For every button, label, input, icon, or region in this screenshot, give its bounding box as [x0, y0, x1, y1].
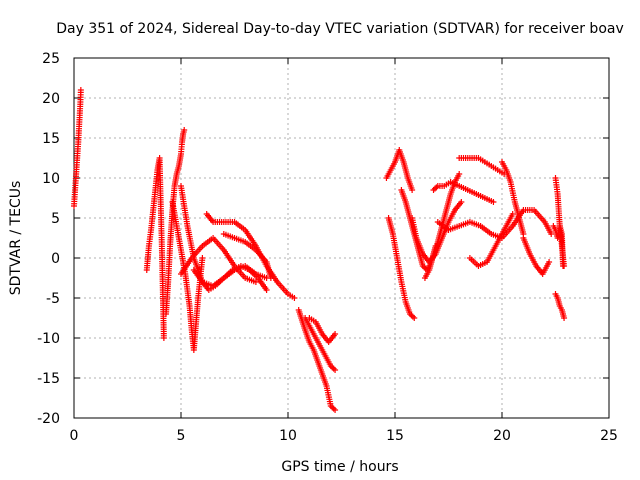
data-point	[409, 187, 416, 193]
data-point	[291, 295, 298, 301]
x-tick-label: 5	[177, 428, 186, 444]
x-axis-ticks: 0 5 10 15 20 25	[70, 58, 618, 444]
y-tick-label: 0	[51, 251, 60, 267]
data-point	[332, 367, 339, 373]
series-sat2	[143, 155, 167, 341]
data-point	[332, 407, 339, 413]
series-sat25	[550, 223, 566, 269]
y-tick-label: -5	[46, 291, 60, 307]
data-point	[411, 315, 418, 321]
y-tick-label: 15	[42, 131, 60, 147]
data-point	[267, 275, 274, 281]
series-sat18	[456, 155, 508, 177]
data-point	[332, 331, 339, 337]
x-tick-label: 15	[386, 428, 404, 444]
data-point	[199, 255, 206, 261]
series-sat1	[71, 87, 84, 209]
data-point	[252, 279, 259, 285]
data-point	[561, 315, 568, 321]
data-point	[548, 231, 555, 237]
series-sat8	[220, 231, 274, 281]
series-sat7	[190, 263, 270, 289]
series-sat23	[520, 235, 553, 277]
y-tick-label: 10	[42, 171, 60, 187]
data-marks	[71, 87, 568, 413]
x-tick-label: 25	[600, 428, 618, 444]
series-sat10	[295, 307, 339, 413]
series-sat13	[383, 147, 416, 193]
series-sat26	[552, 291, 568, 321]
plot-frame	[73, 57, 610, 419]
y-tick-label: 20	[42, 91, 60, 107]
series-sat22	[499, 159, 527, 237]
data-point	[160, 335, 167, 341]
y-tick-label: 5	[51, 211, 60, 227]
series-sat14	[385, 215, 418, 321]
x-tick-label: 10	[279, 428, 297, 444]
data-point	[509, 211, 516, 217]
series-sat9	[178, 235, 259, 285]
y-tick-label: 25	[42, 51, 60, 67]
data-point	[559, 263, 566, 269]
series-sat20	[409, 199, 465, 265]
series-sat21	[466, 211, 516, 269]
data-point	[458, 199, 465, 205]
data-point	[546, 259, 553, 265]
series-sat3	[163, 127, 188, 317]
y-tick-label: -15	[37, 371, 60, 387]
data-point	[490, 199, 497, 205]
data-point	[456, 171, 463, 177]
series-sat11	[302, 315, 339, 373]
y-tick-label: -20	[37, 411, 60, 427]
y-axis-ticks: -20 -15 -10 -5 0 5 10 15 20 25	[37, 51, 609, 427]
x-tick-label: 20	[493, 428, 511, 444]
series-sat17	[430, 179, 497, 205]
data-point	[181, 127, 188, 133]
y-axis-label: SDTVAR / TECUs	[8, 181, 24, 296]
data-point	[77, 87, 84, 93]
grid-lines	[74, 58, 609, 418]
chart-title: Day 351 of 2024, Sidereal Day-to-day VTE…	[56, 21, 624, 37]
x-axis-label: GPS time / hours	[281, 459, 398, 475]
series-sat6	[203, 211, 298, 301]
series-sat12	[306, 315, 339, 345]
x-tick-label: 0	[70, 428, 79, 444]
y-tick-label: -10	[37, 331, 60, 347]
data-point	[263, 287, 270, 293]
